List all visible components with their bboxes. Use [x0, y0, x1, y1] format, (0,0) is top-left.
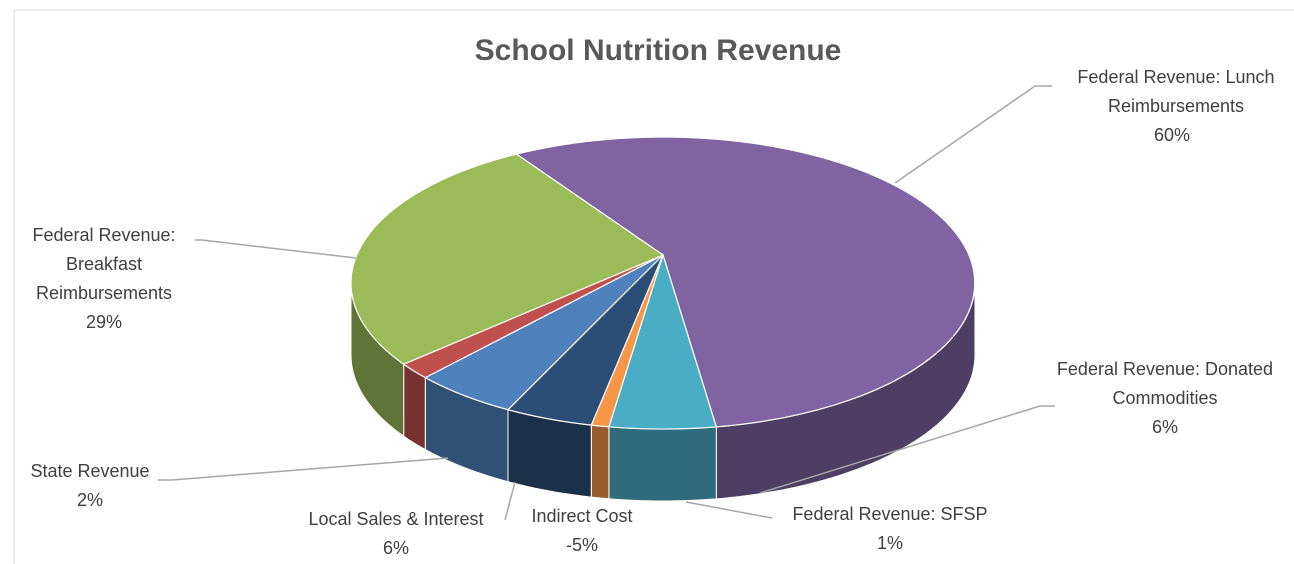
- leader-line: [195, 239, 357, 259]
- label-category: Local Sales & Interest: [308, 509, 484, 529]
- label-category: Federal Revenue: SFSP: [792, 504, 988, 524]
- slice: [515, 136, 976, 428]
- slice-side: [590, 424, 610, 500]
- data-label: Federal Revenue: Lunch Reimbursements 60…: [1052, 63, 1292, 150]
- leader-line: [158, 457, 449, 481]
- chart-title: School Nutrition Revenue: [474, 34, 842, 67]
- leader-line: [759, 405, 1055, 494]
- leader-line: [685, 501, 773, 519]
- label-value: 6%: [382, 538, 409, 558]
- leader-line: [894, 85, 1052, 184]
- data-label: Federal Revenue: Donated Commodities 6%: [1050, 355, 1280, 442]
- label-value: 6%: [1151, 417, 1178, 437]
- slices: [350, 136, 976, 502]
- data-label: Federal Revenue: Breakfast Reimbursement…: [14, 221, 194, 337]
- label-value: 29%: [85, 312, 123, 332]
- label-value: -5%: [565, 535, 598, 555]
- data-label: Federal Revenue: SFSP 1%: [770, 500, 1010, 558]
- leader-line: [504, 481, 516, 521]
- chart-border: [13, 9, 1294, 564]
- slice-side: [403, 363, 426, 451]
- data-label: State Revenue 2%: [10, 457, 170, 515]
- label-category: Federal Revenue: Breakfast Reimbursement…: [32, 225, 176, 303]
- label-value: 1%: [876, 533, 903, 553]
- label-value: 2%: [76, 490, 103, 510]
- data-label: Indirect Cost -5%: [507, 502, 657, 560]
- label-category: Federal Revenue: Donated Commodities: [1056, 359, 1274, 408]
- slice-side: [608, 426, 717, 502]
- leader-lines: [158, 85, 1055, 521]
- label-category: State Revenue: [30, 461, 150, 481]
- label-category: Indirect Cost: [531, 506, 633, 526]
- data-label: Local Sales & Interest 6%: [286, 505, 506, 563]
- slice: [350, 153, 665, 365]
- label-category: Federal Revenue: Lunch Reimbursements: [1077, 67, 1275, 116]
- label-value: 60%: [1153, 125, 1191, 145]
